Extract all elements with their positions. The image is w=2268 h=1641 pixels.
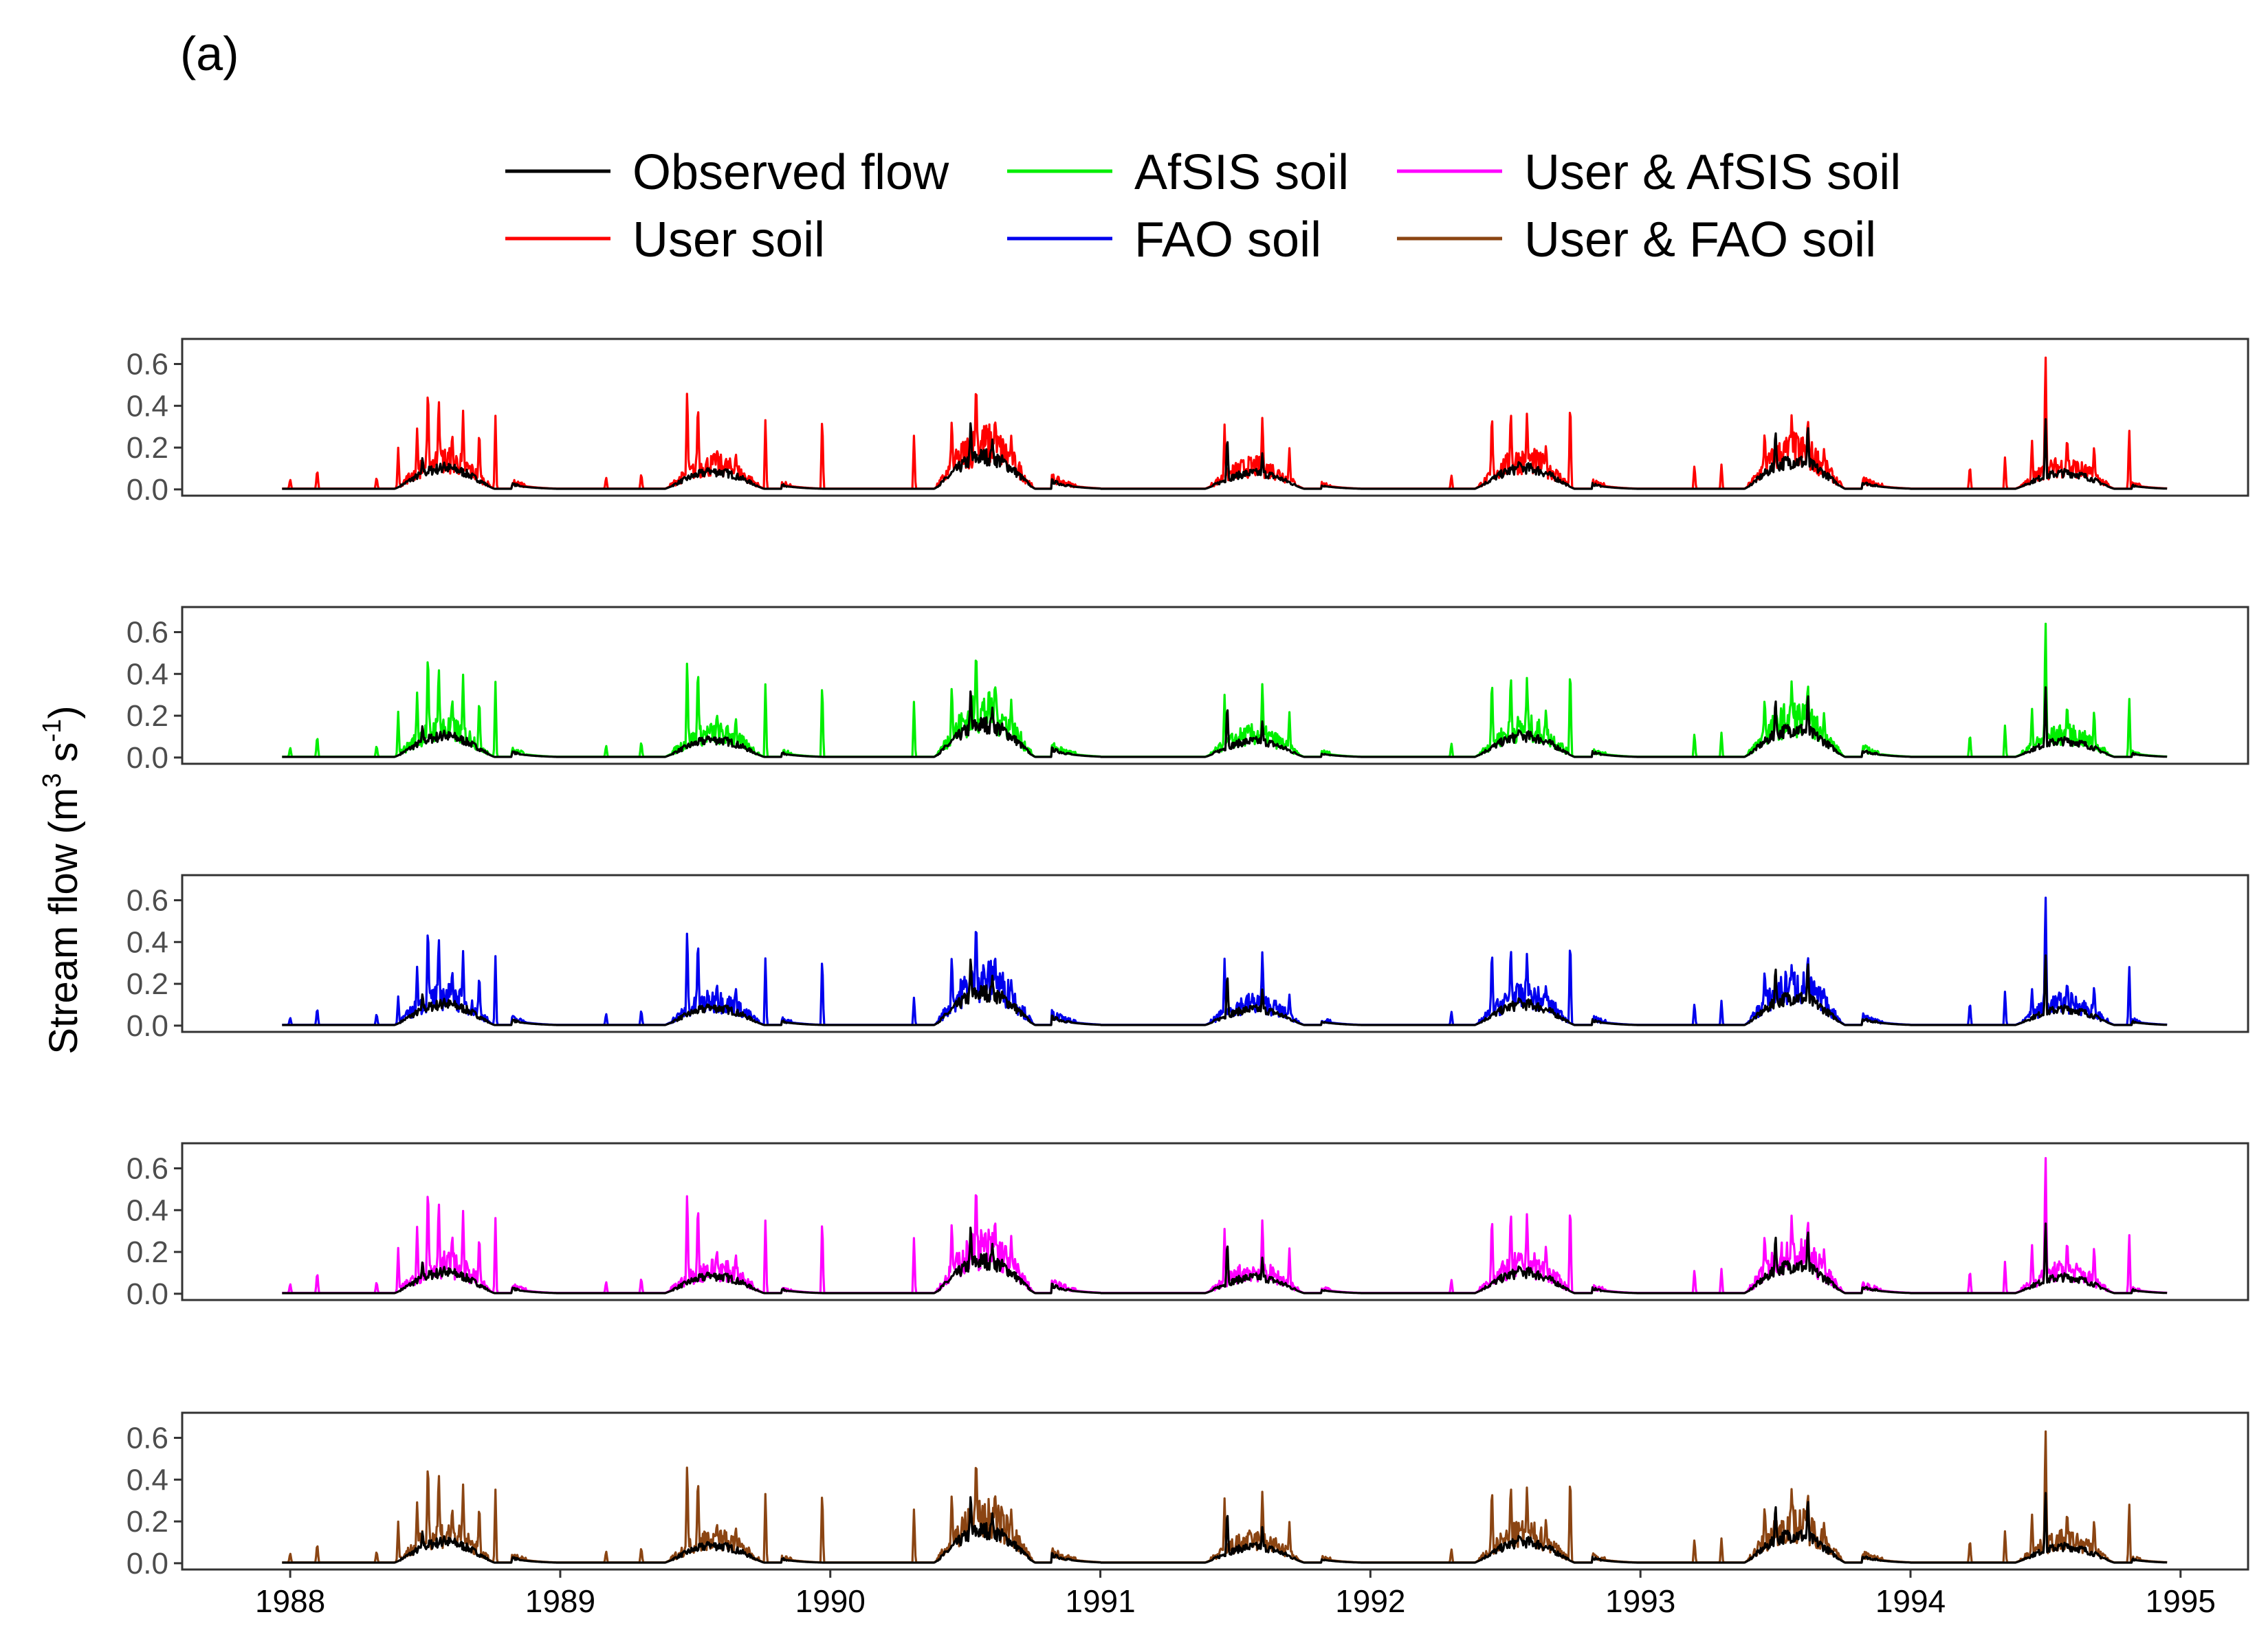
series-user-fao-soil <box>281 1430 2168 1564</box>
panels: 0.00.20.40.60.00.20.40.60.00.20.40.60.00… <box>126 338 2249 1581</box>
y-tick-label: 0.6 <box>126 1421 168 1455</box>
x-tick-label: 1990 <box>795 1583 866 1619</box>
y-tick-label: 0.6 <box>126 347 168 381</box>
y-tick-label: 0.2 <box>126 699 168 733</box>
legend-item-user: User soil <box>505 212 825 267</box>
y-tick-label: 0.2 <box>126 1505 168 1539</box>
y-tick-label: 0.0 <box>126 473 168 507</box>
legend-label-user-afsis: User & AfSIS soil <box>1524 145 1901 200</box>
x-tick-label: 1992 <box>1335 1583 1405 1619</box>
x-tick-label: 1988 <box>255 1583 325 1619</box>
series-user-afsis-soil <box>281 1157 2168 1295</box>
series-observed <box>281 1492 2168 1564</box>
x-tick-label: 1989 <box>525 1583 595 1619</box>
panel-frame <box>181 874 2249 1033</box>
y-axis-unit-open: (m <box>41 788 86 835</box>
y-axis-title-text: Stream flow <box>41 843 86 1054</box>
y-axis-unit-exponent-1: 3 <box>38 773 67 788</box>
x-tick-label: 1993 <box>1605 1583 1675 1619</box>
panel-user-fao-soil: 0.0 0.2 0.4 0.6 <box>126 1411 2249 1581</box>
y-tick-label: 0.2 <box>126 967 168 1001</box>
y-tick-label: 0.4 <box>126 1193 168 1227</box>
series-user-soil <box>281 356 2168 490</box>
legend-item-observed: Observed flow <box>505 145 949 200</box>
panel-user-afsis-soil: 0.0 0.2 0.4 0.6 <box>126 1142 2249 1311</box>
y-axis-unit-mid: s <box>41 742 86 773</box>
legend-label-observed: Observed flow <box>632 145 949 200</box>
panel-user-soil: 0.0 0.2 0.4 0.6 <box>126 338 2249 507</box>
y-tick-label: 0.6 <box>126 1152 168 1185</box>
series-observed <box>281 1222 2168 1295</box>
panel-label: (a) <box>180 27 239 80</box>
series-fao-soil <box>281 896 2168 1026</box>
x-axis: 1988 1989 1990 1991 1992 1993 1994 1995 <box>255 1570 2216 1619</box>
y-axis-unit-close: ) <box>41 705 86 718</box>
y-tick-label: 0.0 <box>126 1277 168 1311</box>
y-tick-label: 0.0 <box>126 741 168 775</box>
panel-frame <box>181 606 2249 765</box>
x-tick-label: 1994 <box>1875 1583 1946 1619</box>
legend-label-afsis: AfSIS soil <box>1134 145 1349 200</box>
legend-item-user-afsis: User & AfSIS soil <box>1397 145 1901 200</box>
y-axis-title: Stream flow (m3 s-1) <box>38 705 86 1054</box>
y-tick-label: 0.2 <box>126 431 168 465</box>
y-tick-label: 0.6 <box>126 883 168 917</box>
panel-frame <box>181 338 2249 497</box>
y-tick-label: 0.2 <box>126 1235 168 1269</box>
x-tick-label: 1991 <box>1065 1583 1135 1619</box>
y-axis-unit-exponent-2: -1 <box>38 719 67 742</box>
legend-label-user: User soil <box>632 212 825 267</box>
y-tick-label: 0.4 <box>126 657 168 691</box>
legend: Observed flow User soil AfSIS soil FAO s… <box>505 145 1901 267</box>
panel-fao-soil: 0.0 0.2 0.4 0.6 <box>126 874 2249 1043</box>
legend-item-afsis: AfSIS soil <box>1007 145 1349 200</box>
y-tick-label: 0.6 <box>126 615 168 649</box>
panel-frame <box>181 1411 2249 1571</box>
y-tick-label: 0.4 <box>126 389 168 423</box>
legend-item-fao: FAO soil <box>1007 212 1321 267</box>
y-tick-label: 0.4 <box>126 1463 168 1497</box>
series-observed <box>281 418 2168 490</box>
y-tick-label: 0.4 <box>126 925 168 959</box>
legend-label-fao: FAO soil <box>1134 212 1321 267</box>
series-observed <box>281 686 2168 758</box>
legend-label-user-fao: User & FAO soil <box>1524 212 1876 267</box>
series-observed <box>281 954 2168 1026</box>
panel-afsis-soil: 0.0 0.2 0.4 0.6 <box>126 606 2249 775</box>
panel-frame <box>181 1142 2249 1301</box>
series-afsis-soil <box>281 622 2168 758</box>
legend-item-user-fao: User & FAO soil <box>1397 212 1876 267</box>
y-tick-label: 0.0 <box>126 1009 168 1043</box>
y-tick-label: 0.0 <box>126 1547 168 1581</box>
x-tick-label: 1995 <box>2146 1583 2216 1619</box>
